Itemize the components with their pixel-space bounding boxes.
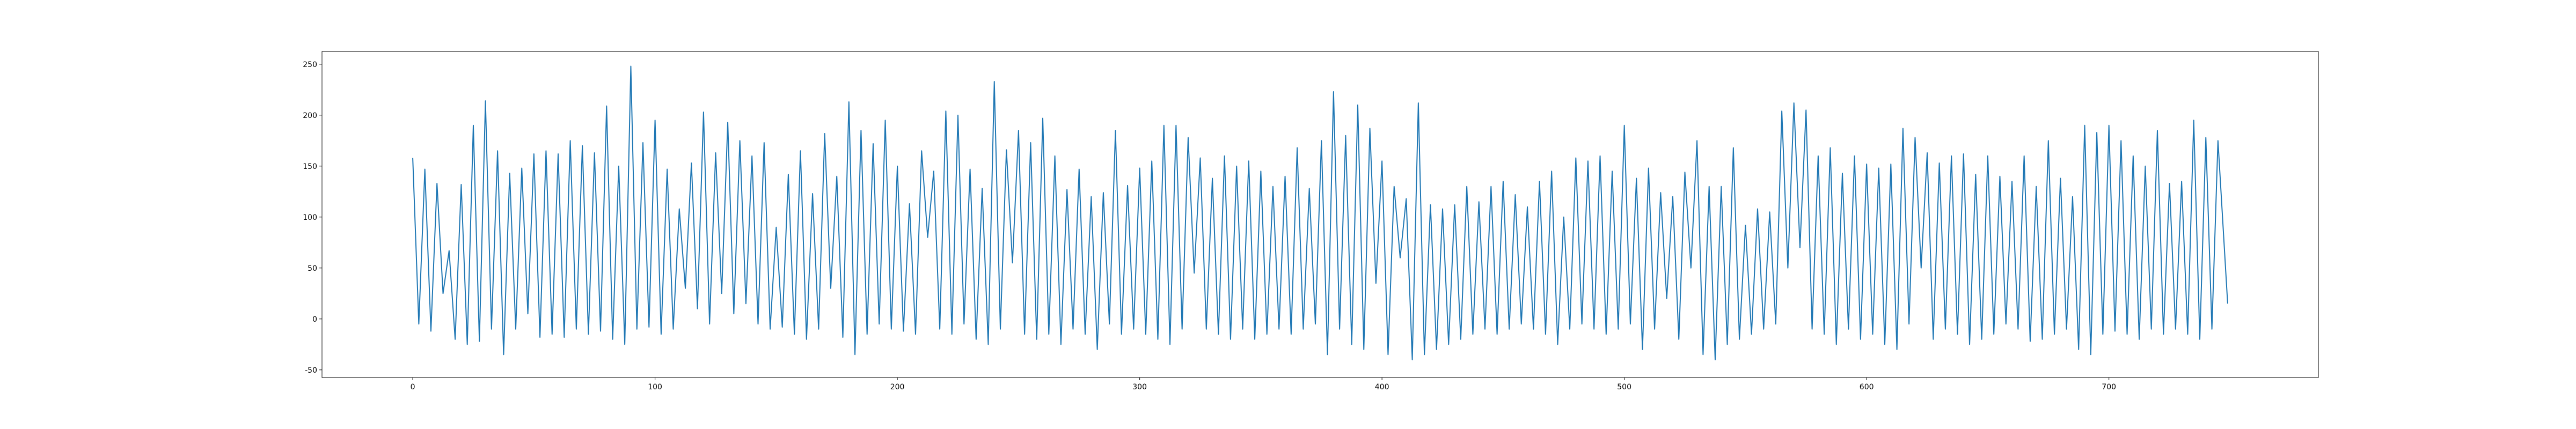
x-tick-label: 100 — [648, 383, 662, 391]
x-tick-label: 300 — [1132, 383, 1147, 391]
y-tick-label: 200 — [303, 112, 317, 120]
y-tick-label: 50 — [308, 264, 317, 273]
y-tick-label: 100 — [303, 213, 317, 222]
x-tick-label: 0 — [411, 383, 415, 391]
x-tick-label: 600 — [1860, 383, 1874, 391]
x-tick-label: 500 — [1617, 383, 1631, 391]
y-tick-label: -50 — [305, 366, 317, 375]
y-tick-label: 150 — [303, 162, 317, 171]
x-tick-label: 200 — [890, 383, 905, 391]
y-tick-label: 0 — [312, 315, 317, 324]
data-line — [412, 65, 2228, 360]
y-tick-label: 250 — [303, 61, 317, 69]
plot-frame — [321, 51, 2319, 378]
x-tick-label: 700 — [2102, 383, 2116, 391]
x-tick-label: 400 — [1375, 383, 1389, 391]
